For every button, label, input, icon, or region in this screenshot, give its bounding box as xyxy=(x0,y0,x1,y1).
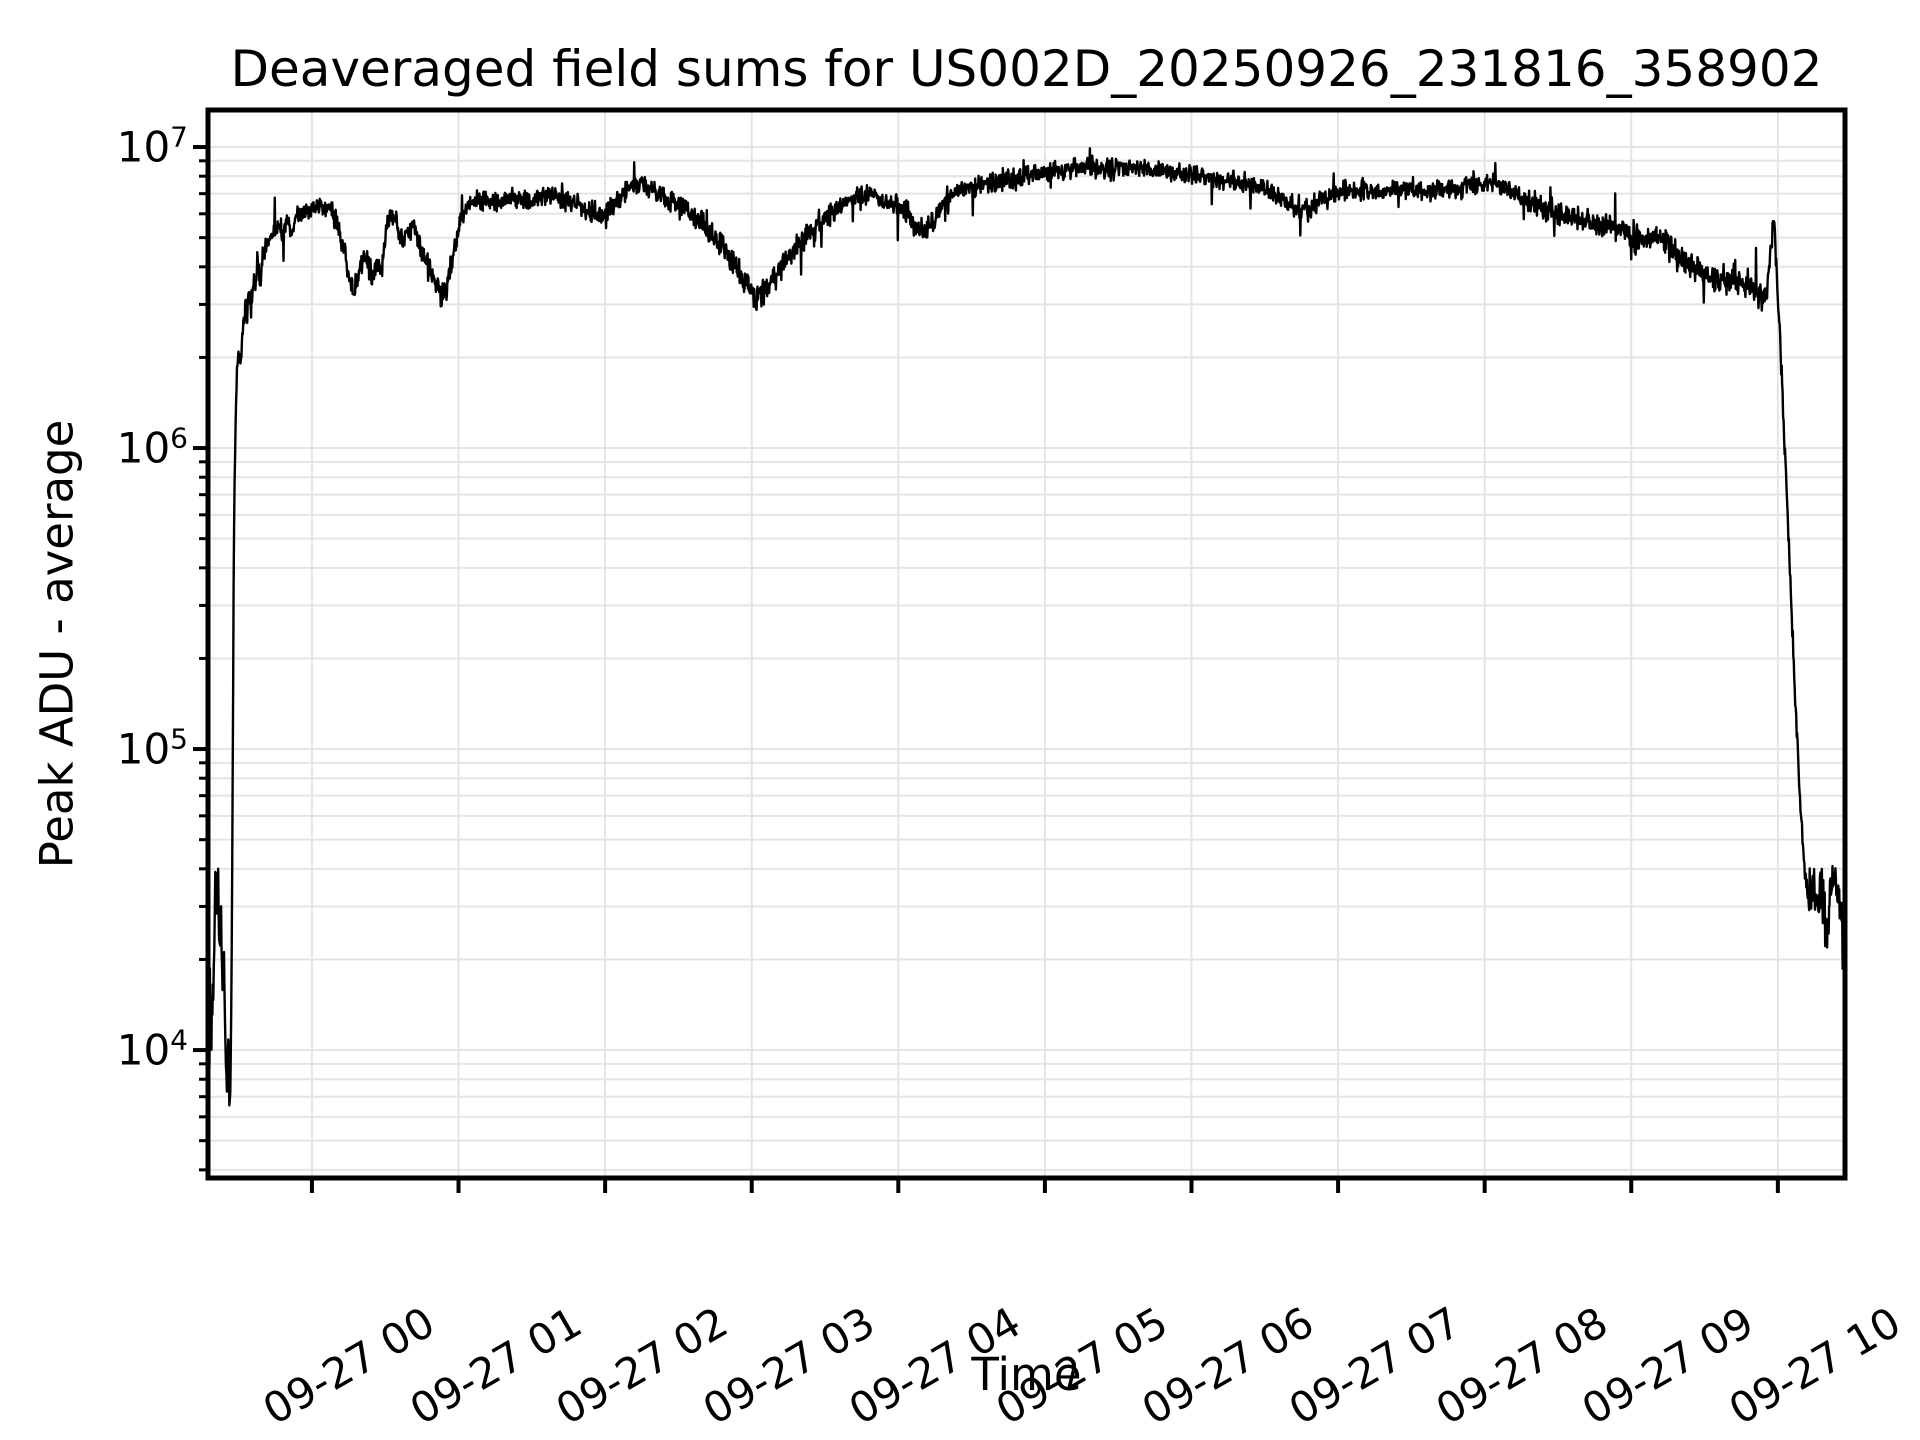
y-tick-label: 104 xyxy=(116,1023,188,1075)
x-axis-label: Time xyxy=(971,1348,1082,1401)
y-axis-label: Peak ADU - average xyxy=(30,419,84,869)
y-tick-label: 107 xyxy=(116,120,188,172)
chart-title: Deaveraged field sums for US002D_2025092… xyxy=(230,40,1823,98)
data-line xyxy=(208,147,1845,1107)
y-tick-label: 106 xyxy=(116,421,188,473)
y-tick-label: 105 xyxy=(116,722,188,774)
axes-spines xyxy=(205,107,1848,1181)
